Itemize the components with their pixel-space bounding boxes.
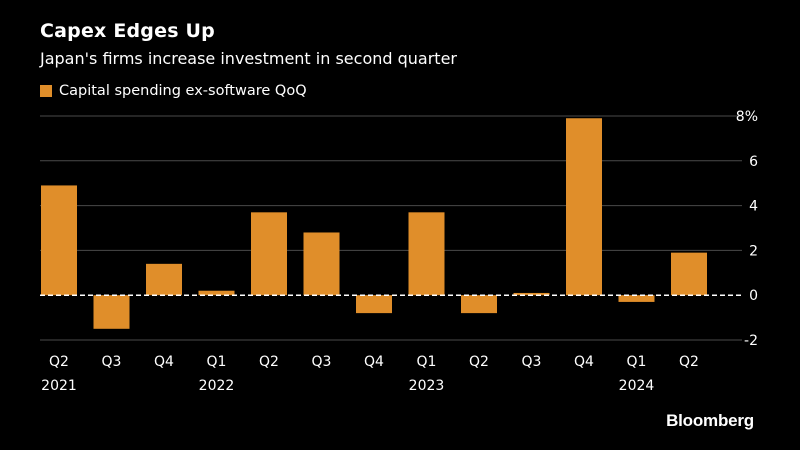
- y-tick-label: 4: [749, 199, 758, 215]
- x-tick-label: Q2: [259, 354, 279, 370]
- x-year-label: 2023: [409, 378, 445, 394]
- x-tick-label: Q2: [679, 354, 699, 370]
- chart-legend: Capital spending ex-software QoQ: [40, 83, 307, 99]
- x-year-label: 2022: [199, 378, 235, 394]
- chart-title: Capex Edges Up: [40, 20, 215, 42]
- legend-label: Capital spending ex-software QoQ: [59, 83, 307, 99]
- bar: [41, 185, 77, 296]
- bar: [671, 252, 707, 296]
- bar: [303, 232, 340, 296]
- bar: [566, 118, 602, 296]
- bar: [513, 292, 550, 296]
- x-tick-label: Q3: [312, 354, 332, 370]
- y-tick-label: 8%: [736, 109, 758, 125]
- x-year-label: 2021: [41, 378, 77, 394]
- bar: [408, 212, 445, 296]
- x-tick-label: Q1: [207, 354, 227, 370]
- y-tick-label: 2: [749, 243, 758, 259]
- x-tick-label: Q3: [522, 354, 542, 370]
- bar: [618, 295, 655, 302]
- x-tick-label: Q4: [574, 354, 594, 370]
- x-tick-label: Q2: [49, 354, 69, 370]
- y-tick-label: 0: [749, 288, 758, 304]
- bar: [461, 295, 497, 314]
- bar: [251, 212, 287, 296]
- x-year-label: 2024: [619, 378, 655, 394]
- x-tick-label: Q1: [417, 354, 437, 370]
- x-tick-label: Q4: [154, 354, 174, 370]
- bar: [356, 295, 392, 314]
- x-tick-label: Q3: [102, 354, 122, 370]
- y-tick-label: -2: [744, 333, 758, 349]
- bar: [93, 295, 130, 329]
- y-tick-label: 6: [749, 154, 758, 170]
- x-tick-label: Q4: [364, 354, 384, 370]
- bar: [146, 263, 182, 296]
- chart-subtitle: Japan's firms increase investment in sec…: [40, 49, 457, 68]
- bloomberg-logo: Bloomberg: [666, 411, 754, 430]
- x-tick-label: Q2: [469, 354, 489, 370]
- x-tick-label: Q1: [627, 354, 647, 370]
- legend-swatch: [40, 85, 52, 97]
- bar: [198, 290, 235, 296]
